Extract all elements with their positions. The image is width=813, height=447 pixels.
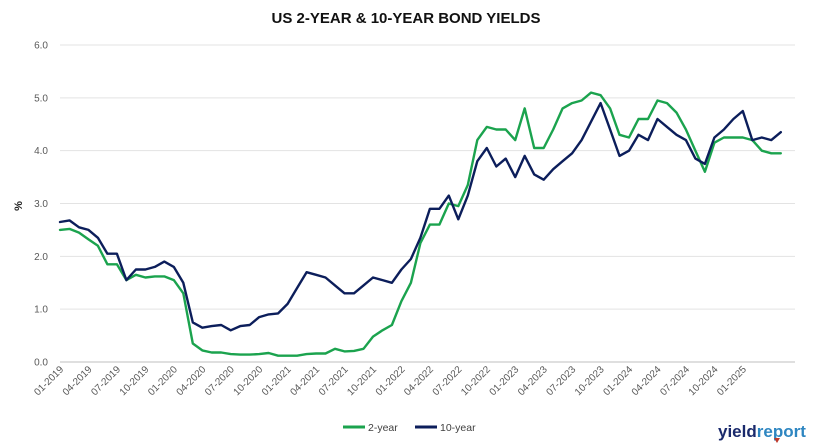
- x-tick-label: 04-2020: [175, 364, 209, 398]
- y-tick-label: 6.0: [34, 41, 48, 52]
- x-tick-label: 10-2022: [459, 364, 493, 398]
- y-axis-ticks: 0.0 1.0 2.0 3.0 4.0 5.0 6.0: [34, 41, 48, 369]
- brand-logo: yieldreport: [718, 422, 806, 443]
- x-tick-label: 01-2022: [374, 364, 408, 398]
- x-tick-label: 01-2021: [260, 364, 294, 398]
- x-tick-label: 01-2020: [146, 364, 180, 398]
- legend-label-2-year: 2-year: [368, 422, 398, 434]
- x-tick-label: 10-2021: [345, 364, 379, 398]
- chart-title: US 2-YEAR & 10-YEAR BOND YIELDS: [272, 10, 541, 27]
- x-tick-label: 10-2020: [232, 364, 266, 398]
- x-tick-label: 04-2024: [630, 364, 664, 398]
- x-tick-label: 07-2021: [317, 364, 351, 398]
- x-tick-label: 10-2023: [573, 364, 607, 398]
- x-tick-label: 01-2019: [32, 364, 66, 398]
- x-tick-label: 07-2022: [431, 364, 465, 398]
- x-tick-label: 07-2020: [203, 364, 237, 398]
- series-line-10-year: [58, 101, 782, 332]
- x-tick-label: 04-2021: [288, 364, 322, 398]
- x-tick-label: 04-2023: [516, 364, 550, 398]
- x-tick-label: 04-2019: [61, 364, 95, 398]
- series-line-2-year: [58, 91, 782, 357]
- y-tick-label: 2.0: [34, 252, 48, 263]
- x-tick-label: 07-2019: [89, 364, 123, 398]
- y-tick-label: 3.0: [34, 199, 48, 210]
- y-tick-label: 4.0: [34, 146, 48, 157]
- series-lines: [58, 91, 782, 357]
- x-tick-label: 10-2019: [118, 364, 152, 398]
- legend-label-10-year: 10-year: [440, 422, 476, 434]
- x-tick-label: 07-2024: [658, 364, 692, 398]
- x-tick-label: 10-2024: [687, 364, 721, 398]
- x-axis-ticks: 01-201904-201907-201910-201901-202004-20…: [32, 364, 749, 398]
- x-tick-label: 04-2022: [402, 364, 436, 398]
- x-tick-label: 01-2025: [715, 364, 749, 398]
- x-tick-label: 01-2024: [601, 364, 635, 398]
- brand-yield: yield: [718, 422, 757, 441]
- brand-report: report: [757, 422, 806, 441]
- y-tick-label: 1.0: [34, 305, 48, 316]
- brand-mark-icon: [774, 438, 780, 443]
- gridlines: [60, 44, 795, 363]
- legend: 2-year 10-year: [343, 422, 476, 434]
- x-tick-label: 07-2023: [545, 364, 579, 398]
- y-tick-label: 0.0: [34, 358, 48, 369]
- y-tick-label: 5.0: [34, 93, 48, 104]
- x-tick-label: 01-2023: [488, 364, 522, 398]
- svg-text:yieldreport: yieldreport: [718, 422, 806, 441]
- y-axis-label: %: [13, 201, 25, 211]
